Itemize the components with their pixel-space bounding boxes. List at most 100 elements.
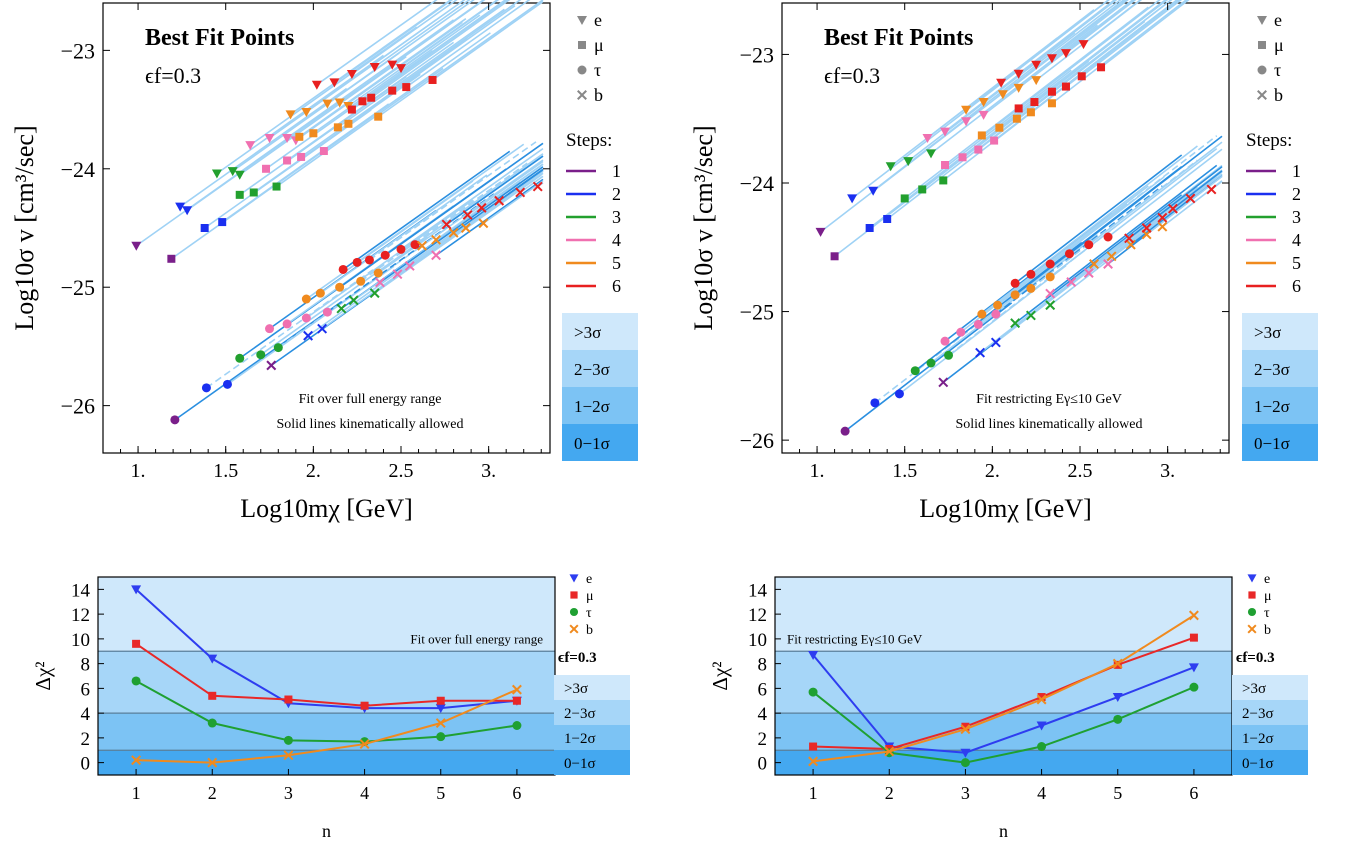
legend-step-label: 3 (612, 207, 621, 227)
chart-title: Best Fit Points (145, 25, 294, 51)
marker-b-step4-stroke-b (404, 260, 415, 271)
fit-line (1189, 173, 1223, 200)
legend-band-label: 2−3σ (574, 360, 610, 379)
marker-b-step6-stroke-b (1124, 233, 1135, 244)
fit-line (414, 153, 544, 246)
marker-b-step3-stroke-b (1045, 300, 1056, 311)
x-tick-label: 3 (284, 783, 293, 803)
marker-tau-step6 (338, 264, 348, 274)
marker-tau-step5 (1010, 290, 1020, 300)
marker-b-step5-stroke-b (417, 240, 427, 251)
marker-tau-step4 (322, 307, 332, 317)
marker-mu-step6 (1097, 63, 1106, 72)
marker-mu-step5 (309, 129, 318, 138)
marker-e-step5 (322, 99, 333, 109)
fit-line (1000, 0, 1110, 84)
fit-line (907, 32, 1076, 162)
marker-b-step3 (369, 288, 380, 299)
legend-band-label: >3σ (1242, 681, 1266, 697)
series-point-mu (961, 722, 970, 731)
marker-b-step1 (266, 360, 277, 371)
marker-tau-step4 (301, 313, 311, 323)
marker-b-step5 (431, 234, 442, 245)
fit-line (446, 155, 544, 226)
fit-line (498, 169, 544, 202)
legend-band-swatch (1232, 725, 1308, 750)
legend-band-swatch (1242, 350, 1318, 387)
marker-b-step3-stroke-b (348, 295, 359, 306)
legend-series-label: e (586, 572, 592, 587)
marker-b-step5-stroke-b (448, 227, 459, 238)
fit-line (179, 87, 348, 208)
legend-band-label: 2−3σ (564, 706, 596, 722)
marker-b-step3 (1045, 300, 1056, 311)
marker-tau-step5 (1026, 283, 1036, 293)
series-point-b-stroke-b (435, 718, 446, 728)
marker-b-step6-stroke-b (532, 181, 543, 192)
marker-b-step2-stroke-b (990, 337, 1001, 348)
y-axis-label: Log10σ v [cm³/sec] (10, 125, 39, 330)
y-axis-label: Δχ² (31, 661, 55, 690)
marker-mu-step5 (1026, 108, 1035, 117)
legend-band-label: 1−2σ (564, 731, 596, 747)
marker-mu-step2 (865, 224, 874, 232)
legend-step-label: 2 (1292, 184, 1301, 204)
chart-title: Best Fit Points (824, 25, 973, 51)
marker-e-step2 (175, 202, 186, 212)
y-tick-label: 2 (758, 729, 768, 750)
y-tick-label: 4 (758, 704, 768, 725)
marker-b-step5 (1106, 251, 1117, 262)
legend-band-swatch (1232, 675, 1308, 700)
fit-line (1065, 0, 1180, 88)
marker-e-step3 (903, 157, 914, 167)
series-line-tau (135, 680, 518, 743)
marker-b-step4-stroke-b (1083, 268, 1094, 278)
marker-b-step4 (375, 277, 385, 288)
fit-line (960, 203, 1128, 333)
marker-mu-step1 (167, 254, 176, 263)
fit-line (312, 14, 481, 134)
y-axis-label: Δχ² (708, 661, 732, 690)
marker-e-step5 (1013, 83, 1024, 93)
legend-band-label: 1−2σ (1242, 731, 1274, 747)
series-point-b (207, 757, 218, 768)
x-axis-label: Log10mχ [GeV] (919, 494, 1092, 523)
marker-b-step6 (462, 210, 473, 220)
fit-line (405, 0, 531, 88)
x-tick-label: 1 (132, 783, 141, 803)
marker-b-step5 (1157, 221, 1168, 232)
marker-tau-step5 (356, 276, 366, 286)
series-point-e (131, 585, 142, 595)
marker-b-step6 (1206, 184, 1217, 195)
legend-band-swatch (1242, 387, 1318, 424)
fit-line (1018, 0, 1135, 89)
fit-line (421, 159, 544, 247)
fit-line (286, 19, 455, 139)
marker-b-step6 (1141, 223, 1152, 233)
marker-mu-step5 (1012, 114, 1021, 123)
series-line-mu (135, 642, 517, 707)
note-fit-range: Fit restricting Eγ≤10 GeV (976, 392, 1122, 407)
y-tick-label: 12 (748, 605, 767, 626)
series-point-tau (1037, 742, 1047, 752)
series-point-mu (132, 639, 141, 648)
marker-e-step4 (282, 134, 293, 143)
marker-tau-step1 (840, 426, 850, 436)
marker-b-step4-stroke-b (431, 250, 442, 261)
x-tick-label: 3. (481, 460, 496, 482)
legend-channel-label: μ (594, 35, 604, 55)
marker-mu-step3 (249, 188, 258, 197)
marker-b-step2 (975, 347, 986, 358)
series-point-tau (131, 676, 141, 686)
marker-b-step6 (532, 181, 543, 192)
marker-e-step6 (329, 78, 340, 88)
marker-mu-step5 (333, 123, 342, 132)
marker-tau-step3 (235, 353, 245, 363)
series-point-tau (207, 718, 217, 728)
marker-b-step4 (1103, 259, 1114, 269)
legend-marker-e (1257, 16, 1267, 25)
series-point-e (808, 650, 819, 660)
